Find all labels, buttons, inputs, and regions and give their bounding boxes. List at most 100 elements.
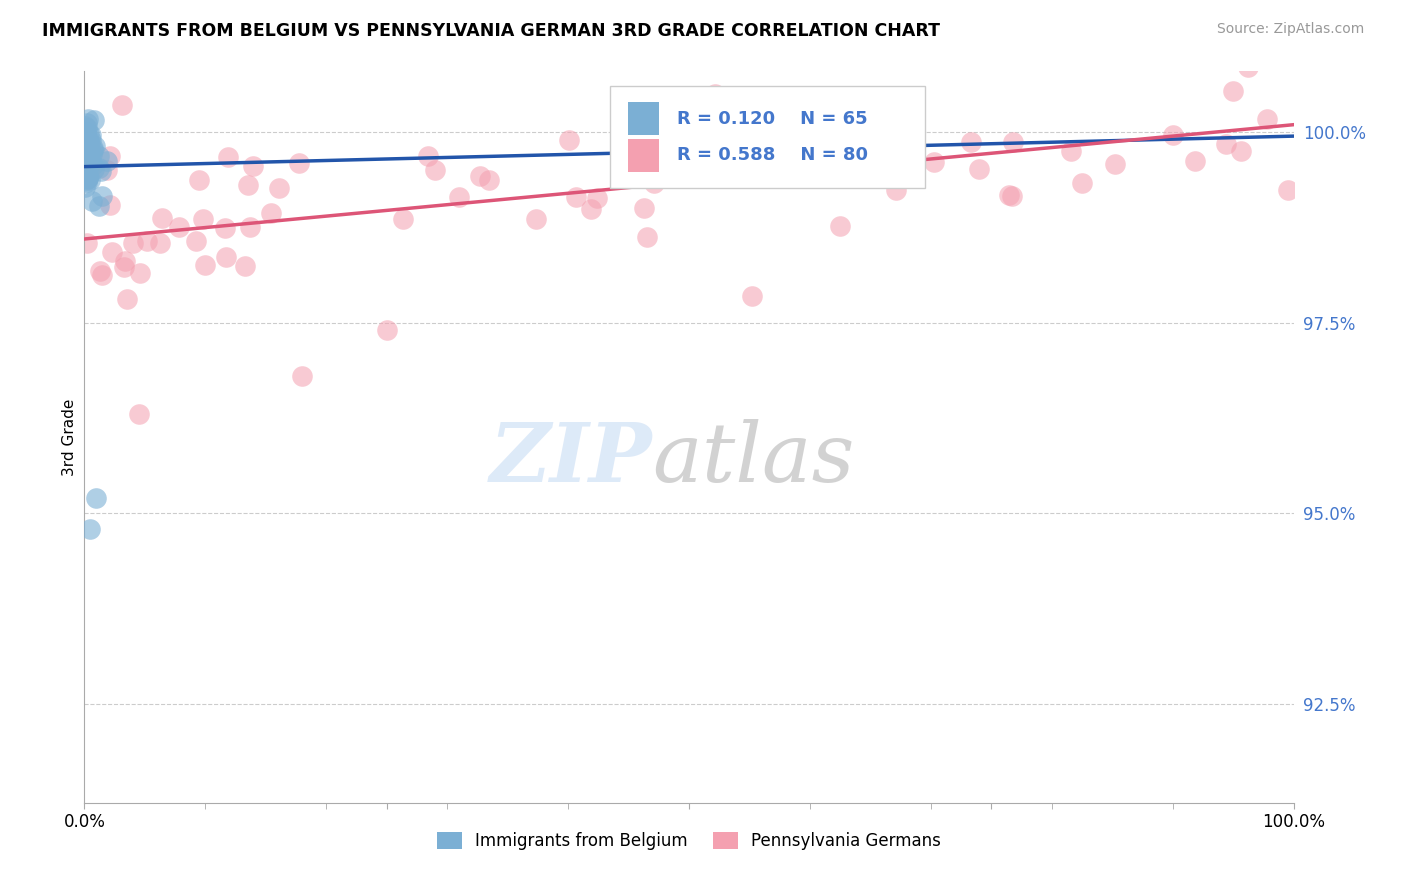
Point [83,162,105,177]
Point [703,87,725,101]
Point [478,172,501,186]
Text: atlas: atlas [652,419,855,499]
Point [558,132,581,146]
Point [82,141,104,155]
Point [718,168,741,182]
Text: Source: ZipAtlas.com: Source: ZipAtlas.com [1216,22,1364,37]
Point [586,191,609,205]
Point [77,150,100,164]
Point [128,407,150,421]
Point [73,180,96,194]
Point [75,126,97,140]
Point [260,206,283,220]
Point [79,173,101,187]
Point [111,98,134,112]
Point [1256,112,1278,126]
Point [77,157,100,171]
Point [80,155,103,169]
Point [77,170,100,185]
Point [236,178,259,193]
Point [79,522,101,536]
Point [636,229,658,244]
Point [194,258,217,272]
Point [470,169,492,183]
Point [76,175,98,189]
Point [1277,182,1299,196]
Point [86,491,108,505]
Point [77,150,100,164]
Point [87,161,110,175]
Point [1230,145,1253,159]
Point [100,198,122,212]
Point [967,162,990,177]
Point [114,254,136,268]
Point [76,147,98,161]
Text: ZIP: ZIP [491,419,652,499]
Point [184,234,207,248]
Bar [628,103,659,136]
Point [1104,157,1126,171]
Point [215,250,238,264]
Point [80,133,103,147]
Point [828,219,851,233]
Point [96,154,118,169]
Point [391,211,413,226]
Point [233,259,256,273]
Bar [628,139,659,172]
Point [75,125,97,139]
Point [152,211,174,226]
Point [524,212,547,227]
Point [1163,128,1185,142]
Point [998,188,1021,202]
Point [217,150,239,164]
Point [449,190,471,204]
Point [79,154,101,169]
Point [77,112,100,126]
Point [291,369,314,384]
Point [73,144,96,158]
Point [1237,60,1260,74]
Point [75,173,97,187]
Point [98,149,121,163]
Point [267,180,290,194]
Point [75,135,97,149]
Point [76,120,98,135]
Point [76,145,98,159]
Point [136,235,159,249]
FancyBboxPatch shape [610,86,925,188]
Point [1002,136,1025,150]
Point [806,151,828,165]
Point [242,159,264,173]
Point [112,260,135,274]
Point [83,112,105,127]
Text: R = 0.120    N = 65: R = 0.120 N = 65 [676,110,868,128]
Point [619,161,641,175]
Point [77,145,100,160]
Point [73,153,96,167]
Point [84,139,107,153]
Point [643,176,665,190]
Point [191,212,214,227]
Point [128,266,150,280]
Point [416,149,439,163]
Point [75,155,97,169]
Point [633,201,655,215]
Point [188,172,211,186]
Point [76,145,98,159]
Point [89,264,111,278]
Point [1184,154,1206,169]
Text: IMMIGRANTS FROM BELGIUM VS PENNSYLVANIA GERMAN 3RD GRADE CORRELATION CHART: IMMIGRANTS FROM BELGIUM VS PENNSYLVANIA … [42,22,941,40]
Point [75,158,97,172]
Legend: Immigrants from Belgium, Pennsylvania Germans: Immigrants from Belgium, Pennsylvania Ge… [430,825,948,856]
Point [77,136,100,150]
Point [76,162,98,177]
Point [581,202,603,216]
Point [75,169,97,184]
Point [884,182,907,196]
Point [959,135,981,149]
Point [115,293,138,307]
Point [76,137,98,152]
Point [73,158,96,172]
Point [77,136,100,151]
Point [80,194,103,208]
